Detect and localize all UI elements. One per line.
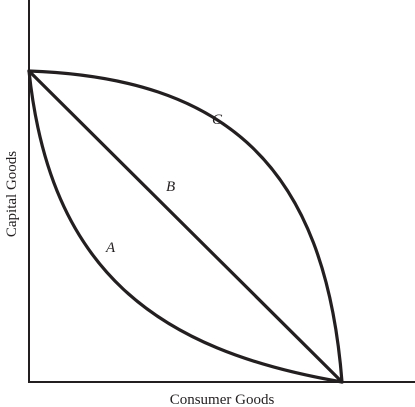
curve-label-c: C: [212, 112, 223, 128]
curve-label-a: A: [105, 240, 116, 256]
curve-a: [27, 69, 344, 384]
curve-c: [27, 69, 344, 384]
curve-label-b: B: [166, 179, 175, 195]
curve-b: [27, 69, 344, 384]
y-axis-label: Capital Goods: [4, 151, 20, 237]
x-axis-label: Consumer Goods: [170, 392, 275, 407]
